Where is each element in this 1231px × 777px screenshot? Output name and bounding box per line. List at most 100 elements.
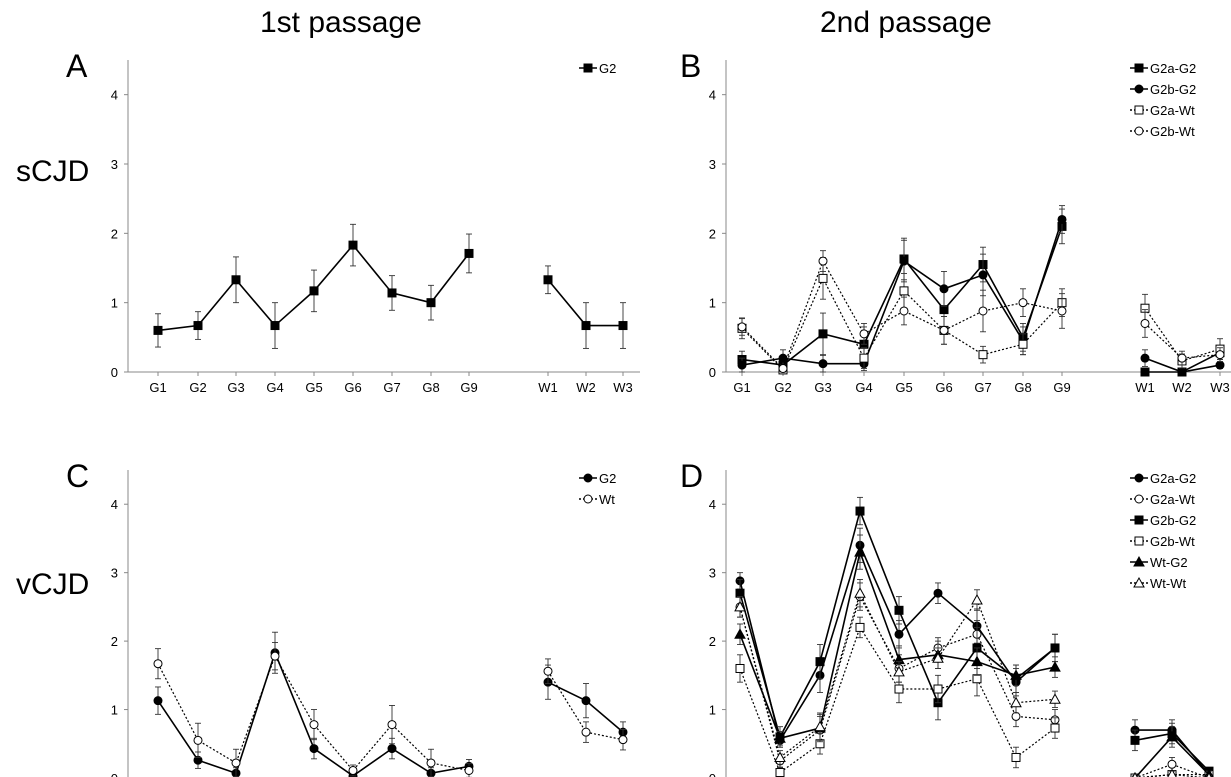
row-title-scjd: sCJD bbox=[16, 155, 90, 188]
data-point bbox=[854, 546, 866, 557]
x-tick-label-b: G1 bbox=[733, 380, 750, 395]
legend-label: G2a-Wt bbox=[1150, 103, 1195, 118]
chart-panel-c: 01234G1G2G3G4G5G6G7G8G9W1W2W3G2Wt bbox=[111, 470, 628, 777]
data-point bbox=[735, 663, 745, 673]
data-point bbox=[1167, 768, 1177, 777]
data-point bbox=[309, 744, 319, 754]
x-tick-label-a: G1 bbox=[149, 380, 166, 395]
data-point bbox=[735, 588, 745, 598]
data-point bbox=[932, 652, 944, 663]
series-line bbox=[739, 542, 1056, 743]
panel-letter-b: B bbox=[680, 48, 702, 84]
data-point bbox=[734, 600, 746, 612]
legend-marker bbox=[1134, 515, 1144, 525]
data-point bbox=[933, 588, 943, 598]
y-tick-label-d: 2 bbox=[709, 634, 716, 649]
data-point bbox=[1177, 353, 1187, 363]
legend-marker bbox=[1134, 105, 1144, 115]
chart-panel-d: 01234G1G2G3G4G5G6G7G8G9W1W2W3G2a-G2G2a-W… bbox=[709, 470, 1214, 777]
data-point bbox=[426, 758, 436, 768]
data-point bbox=[1011, 752, 1021, 762]
x-tick-label-a: G6 bbox=[344, 380, 361, 395]
data-point bbox=[978, 350, 988, 360]
data-point bbox=[1057, 214, 1067, 224]
data-point bbox=[1018, 298, 1028, 308]
data-point bbox=[348, 240, 358, 250]
series-line bbox=[739, 549, 1056, 740]
legend-label: G2b-G2 bbox=[1150, 82, 1196, 97]
data-point bbox=[387, 720, 397, 730]
data-point bbox=[270, 651, 280, 661]
series-a-g2: G2 bbox=[153, 61, 628, 349]
y-tick-label-a: 3 bbox=[111, 157, 118, 172]
series-line bbox=[157, 654, 470, 772]
data-point bbox=[193, 321, 203, 331]
data-point bbox=[778, 364, 788, 374]
data-point bbox=[939, 284, 949, 294]
data-point bbox=[894, 684, 904, 694]
data-point bbox=[893, 665, 905, 677]
series-line bbox=[741, 226, 1063, 366]
y-tick-label-d: 4 bbox=[709, 497, 716, 512]
data-point bbox=[1011, 711, 1021, 721]
data-point bbox=[581, 696, 591, 706]
y-tick-label-b: 3 bbox=[709, 157, 716, 172]
y-tick-label-b: 4 bbox=[709, 88, 716, 103]
y-tick-label-d: 0 bbox=[709, 771, 716, 777]
data-point bbox=[978, 306, 988, 316]
data-point bbox=[1177, 367, 1187, 377]
legend-marker bbox=[1133, 555, 1145, 567]
series-b-g2b-g2: G2b-G2 bbox=[737, 82, 1225, 377]
series-b-g2b-wt: G2b-Wt bbox=[737, 124, 1225, 374]
data-point bbox=[859, 329, 869, 339]
y-tick-label-c: 2 bbox=[111, 634, 118, 649]
data-point bbox=[464, 765, 474, 775]
data-point bbox=[1050, 643, 1060, 653]
data-point bbox=[774, 732, 786, 743]
legend-label: G2b-Wt bbox=[1150, 534, 1195, 549]
x-tick-label-b: G9 bbox=[1053, 380, 1070, 395]
series-line bbox=[741, 259, 1063, 370]
x-tick-label-a: G4 bbox=[266, 380, 283, 395]
data-point bbox=[1167, 759, 1177, 769]
legend-label: G2a-G2 bbox=[1150, 471, 1196, 486]
y-tick-label-a: 4 bbox=[111, 88, 118, 103]
data-point bbox=[1049, 693, 1061, 704]
series-line bbox=[739, 595, 1056, 762]
legend-label: G2 bbox=[599, 471, 616, 486]
x-tick-label-b: G5 bbox=[895, 380, 912, 395]
series-c-wt: Wt bbox=[153, 492, 628, 777]
data-point bbox=[348, 765, 358, 775]
data-point bbox=[818, 256, 828, 266]
data-point bbox=[1132, 771, 1138, 777]
y-tick-label-c: 3 bbox=[111, 566, 118, 581]
data-point bbox=[1215, 350, 1225, 360]
x-tick-label-a: G9 bbox=[460, 380, 477, 395]
data-point bbox=[193, 735, 203, 745]
data-point bbox=[933, 684, 943, 694]
series-line bbox=[1135, 763, 1209, 777]
data-point bbox=[899, 286, 909, 296]
data-point bbox=[581, 321, 591, 331]
data-point bbox=[618, 321, 628, 331]
y-tick-label-c: 0 bbox=[111, 771, 118, 777]
data-point bbox=[1140, 318, 1150, 328]
series-d-g2a-wt: G2a-Wt bbox=[735, 492, 1214, 777]
data-point bbox=[1010, 696, 1022, 708]
x-tick-label-b: W2 bbox=[1172, 380, 1192, 395]
data-point bbox=[543, 666, 553, 676]
data-point bbox=[153, 696, 163, 706]
legend-label: Wt-Wt bbox=[1150, 576, 1186, 591]
data-point bbox=[899, 256, 909, 266]
x-tick-label-a: W3 bbox=[613, 380, 633, 395]
y-tick-label-c: 1 bbox=[111, 703, 118, 718]
data-point bbox=[1215, 360, 1225, 370]
legend-label: G2b-G2 bbox=[1150, 513, 1196, 528]
data-point bbox=[1050, 723, 1060, 733]
data-point bbox=[899, 306, 909, 316]
data-point bbox=[464, 248, 474, 258]
legend-marker bbox=[1134, 536, 1144, 546]
data-point bbox=[426, 298, 436, 308]
data-point bbox=[854, 587, 866, 598]
